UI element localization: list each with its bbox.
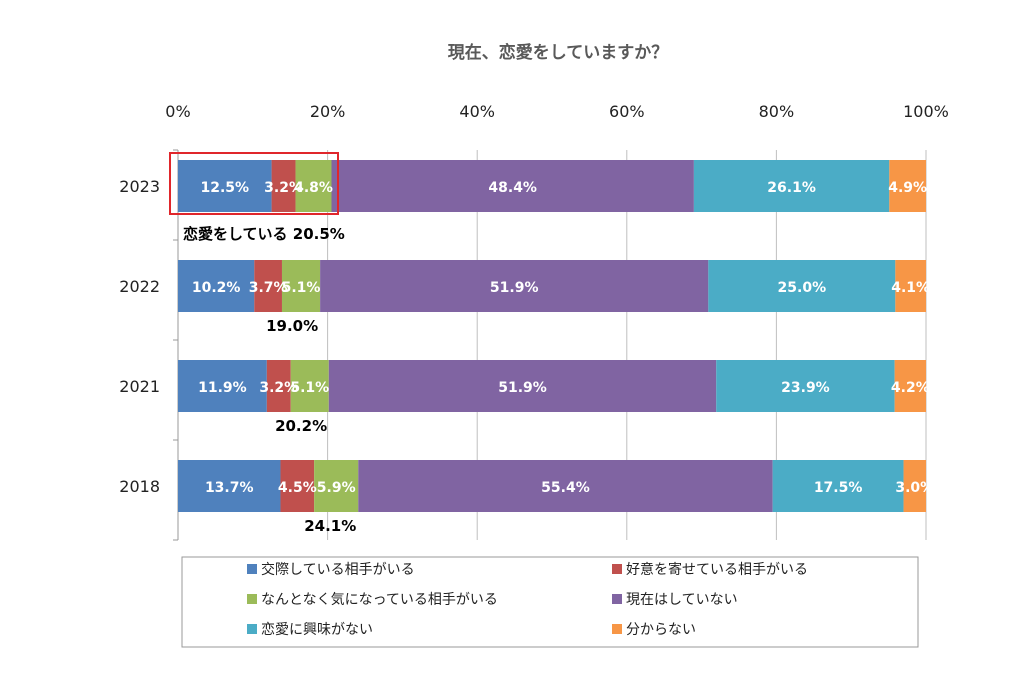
- category-label: 2018: [119, 477, 160, 496]
- legend-label: 交際している相手がいる: [261, 561, 415, 578]
- bar-segment: [281, 260, 321, 312]
- x-axis-ticks: 0% 20% 40% 60% 80% 100% 2023 2022 2021 2018: [119, 102, 949, 496]
- segment-label: 55.4%: [541, 480, 590, 496]
- segment-label: 4.8%: [294, 180, 333, 196]
- segment-label: 4.1%: [891, 280, 930, 296]
- bar-segment: [895, 260, 926, 312]
- bar-segment: [178, 260, 255, 312]
- x-tick-label: 100%: [903, 102, 949, 121]
- category-label: 2022: [119, 277, 160, 296]
- bar-segment: [693, 160, 890, 212]
- bar-segment: [266, 360, 291, 412]
- segment-label: 48.4%: [488, 180, 537, 196]
- segment-label: 25.0%: [778, 280, 827, 296]
- segment-label: 10.2%: [192, 280, 241, 296]
- bar-segment: [271, 160, 296, 212]
- bar-segment: [280, 460, 315, 512]
- x-tick-label: 0%: [165, 102, 190, 121]
- bars: [178, 160, 926, 512]
- bar-segment: [295, 160, 332, 212]
- category-label: 2023: [119, 177, 160, 196]
- bar-segment: [314, 460, 359, 512]
- bar-segment: [328, 360, 717, 412]
- legend-swatch: [612, 594, 622, 604]
- bar-segment: [716, 360, 895, 412]
- segment-label: 51.9%: [498, 380, 547, 396]
- segment-label: 5.9%: [317, 480, 356, 496]
- in-love-total-label: 24.1%: [304, 517, 356, 535]
- bar-segment: [708, 260, 896, 312]
- bar-segment: [178, 160, 272, 212]
- legend-label: なんとなく気になっている相手がいる: [261, 592, 498, 608]
- segment-label: 3.0%: [895, 480, 934, 496]
- legend-label: 好意を寄せている相手がいる: [626, 561, 808, 578]
- segment-label: 3.2%: [264, 180, 303, 196]
- segment-label: 3.7%: [249, 280, 288, 296]
- legend-label: 現在はしていない: [626, 592, 738, 608]
- bar-segment: [358, 460, 773, 512]
- bar-segment: [178, 460, 281, 512]
- legend: 交際している相手がいる 好意を寄せている相手がいるなんとなく気になっている相手がい…: [181, 556, 919, 648]
- segment-label: 5.1%: [290, 380, 329, 396]
- bar-segment: [254, 260, 282, 312]
- data-labels: 12.5% 3.2%4.8% 48.4% 26.1% 4.9%恋愛をしている 20.5%…: [169, 152, 934, 535]
- legend-label: 分からない: [626, 622, 696, 638]
- segment-label: 4.9%: [888, 180, 927, 196]
- x-tick-label: 60%: [609, 102, 645, 121]
- bar-segment: [331, 160, 694, 212]
- segment-label: 51.9%: [490, 280, 539, 296]
- bar-segment: [894, 360, 926, 412]
- legend-label: 恋愛に興味がない: [261, 621, 373, 638]
- legend-swatch: [612, 564, 622, 574]
- segment-label: 17.5%: [814, 480, 863, 496]
- legend-box: [181, 556, 919, 648]
- segment-label: 4.2%: [891, 380, 930, 396]
- segment-label: 13.7%: [205, 480, 254, 496]
- bar-segment: [320, 260, 709, 312]
- bar-segment: [903, 460, 926, 512]
- chart-title: 現在、恋愛をしていますか？: [448, 42, 669, 63]
- legend-swatch: [247, 624, 257, 634]
- segment-label: 3.2%: [259, 380, 298, 396]
- in-love-total-label: 19.0%: [266, 317, 318, 335]
- x-tick-label: 20%: [310, 102, 346, 121]
- in-love-total-label: 恋愛をしている 20.5%: [183, 225, 345, 243]
- segment-label: 5.1%: [282, 280, 321, 296]
- legend-swatch: [247, 594, 257, 604]
- bar-segment: [889, 160, 926, 212]
- legend-swatch: [247, 564, 257, 574]
- legend-swatch: [612, 624, 622, 634]
- bar-segment: [178, 360, 267, 412]
- x-tick-label: 80%: [759, 102, 795, 121]
- bar-segment: [772, 460, 904, 512]
- in-love-total-label: 20.2%: [275, 417, 327, 435]
- highlight-box: [169, 152, 339, 215]
- x-tick-label: 40%: [459, 102, 495, 121]
- segment-label: 11.9%: [198, 380, 247, 396]
- bar-segment: [290, 360, 329, 412]
- segment-label: 26.1%: [767, 180, 816, 196]
- category-label: 2021: [119, 377, 160, 396]
- segment-label: 4.5%: [278, 480, 317, 496]
- segment-label: 23.9%: [781, 380, 830, 396]
- segment-label: 12.5%: [201, 180, 250, 196]
